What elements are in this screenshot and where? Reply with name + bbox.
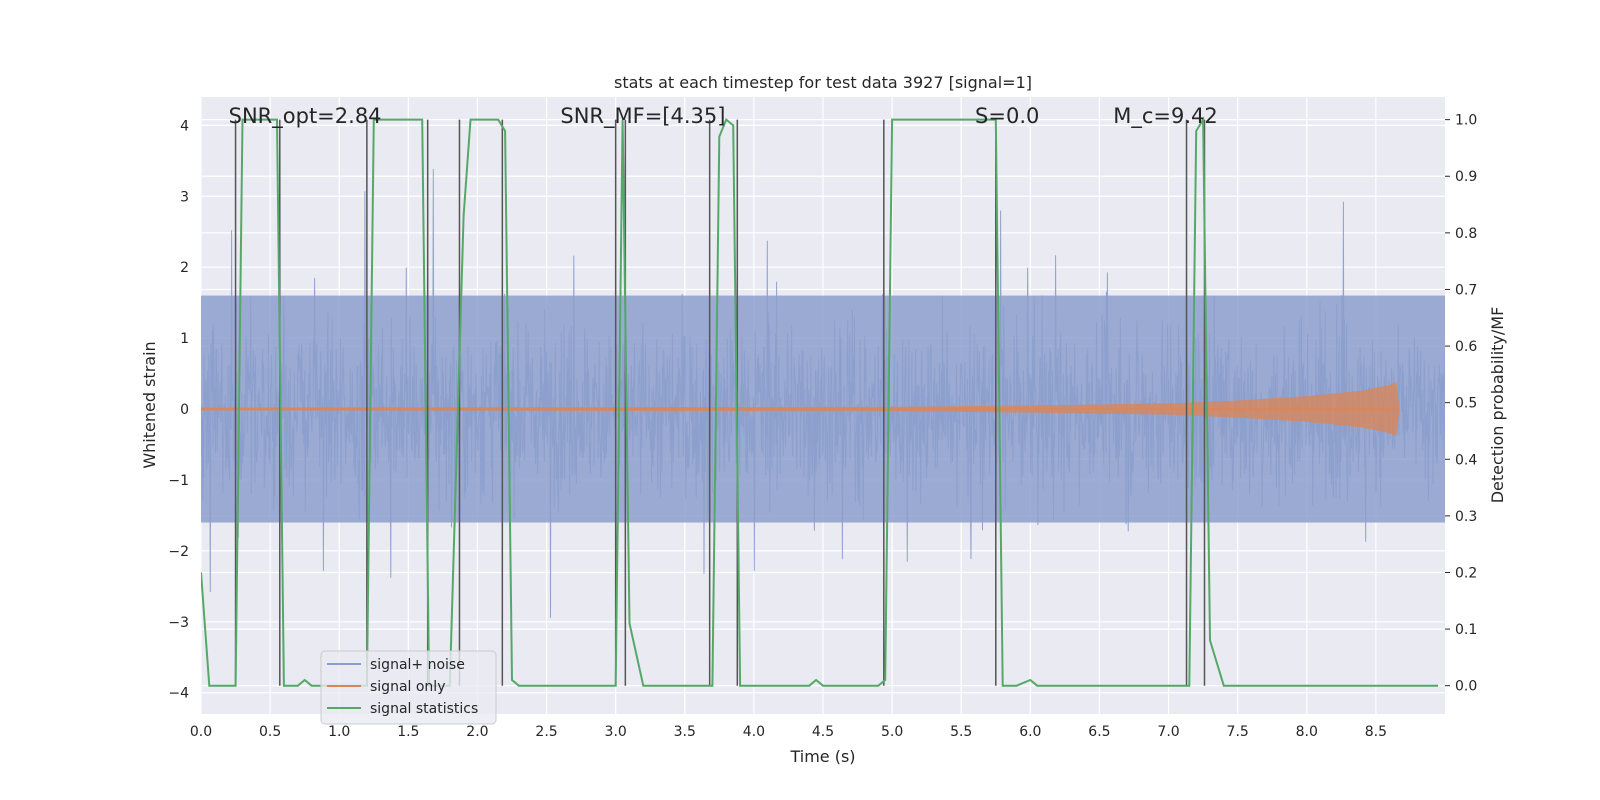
legend-box: [320, 650, 497, 725]
y-right-tick-label: 0.0: [1455, 679, 1477, 695]
y-left-tick-label: 4: [180, 118, 189, 134]
annotations: SNR_opt=2.84 SNR_MF=[4.35] S=0.0 M_c=9.42: [229, 104, 1218, 129]
y-left-tick-label: −2: [168, 544, 189, 560]
data-layer: [201, 116, 1445, 687]
x-tick-label: 1.0: [328, 724, 350, 740]
x-tick-label: 7.5: [1227, 724, 1249, 740]
x-tick-label: 6.0: [1019, 724, 1041, 740]
y-axis-right-label: Detection probability/MF: [1488, 307, 1507, 504]
x-tick-label: 3.5: [674, 724, 696, 740]
annotation-3: M_c=9.42: [1113, 104, 1218, 129]
y-left-tick-label: 0: [180, 402, 189, 418]
x-tick-label: 0.5: [259, 724, 281, 740]
y-right-tick-label: 0.1: [1455, 622, 1477, 638]
x-tick-label: 0.0: [190, 724, 212, 740]
x-tick-label: 2.5: [535, 724, 557, 740]
x-tick-label: 5.5: [950, 724, 972, 740]
x-tick-label: 8.5: [1365, 724, 1387, 740]
noise-line: [201, 168, 1445, 618]
x-tick-label: 1.5: [397, 724, 419, 740]
y-right-tick-label: 1.0: [1455, 113, 1477, 129]
y-right-tick-label: 0.2: [1455, 565, 1477, 581]
legend-label-signal-plus-noise: signal+ noise: [370, 657, 465, 673]
y-left-tick-label: 3: [180, 189, 189, 205]
y-right-tick-label: 0.6: [1455, 339, 1477, 355]
x-axis-ticks: 0.0 0.5 1.0 1.5 2.0 2.5 3.0 3.5 4.0 4.5 5.0 5.5 6.0 6…: [190, 724, 1387, 740]
annotation-1: SNR_MF=[4.35]: [560, 104, 725, 129]
legend-label-signal-statistics: signal statistics: [370, 701, 478, 717]
y-axis-right-ticks: 0.0 0.1 0.2 0.3 0.4 0.5 0.6 0.7 0.8 0.9 1.0: [1445, 113, 1477, 695]
series-signal-statistics: [201, 116, 1439, 687]
y-axis-left-ticks: −4 −3 −2 −1 0 1 2 3 4: [168, 118, 189, 701]
y-axis-left-label: Whitened strain: [140, 341, 159, 468]
y-left-tick-label: −1: [168, 473, 189, 489]
y-left-tick-label: 1: [180, 331, 189, 347]
statistics-line: [201, 116, 1439, 687]
y-right-tick-label: 0.4: [1455, 452, 1477, 468]
annotation-2: S=0.0: [975, 104, 1039, 128]
x-tick-label: 7.0: [1157, 724, 1179, 740]
x-axis-label: Time (s): [789, 747, 855, 766]
y-left-tick-label: −4: [168, 686, 189, 702]
y-right-tick-label: 0.9: [1455, 169, 1477, 185]
x-tick-label: 4.0: [743, 724, 765, 740]
legend-label-signal-only: signal only: [370, 679, 445, 695]
x-tick-label: 5.0: [881, 724, 903, 740]
x-tick-label: 3.0: [605, 724, 627, 740]
annotation-0: SNR_opt=2.84: [229, 104, 382, 129]
series-signal-only: [201, 382, 1400, 436]
x-tick-label: 2.0: [466, 724, 488, 740]
y-right-tick-label: 0.3: [1455, 509, 1477, 525]
y-left-tick-label: 2: [180, 260, 189, 276]
legend: signal+ noise signal only signal statist…: [320, 650, 497, 725]
y-right-tick-label: 0.7: [1455, 282, 1477, 298]
x-tick-label: 4.5: [812, 724, 834, 740]
y-right-tick-label: 0.8: [1455, 226, 1477, 242]
y-right-tick-label: 0.5: [1455, 396, 1477, 412]
x-tick-label: 8.0: [1296, 724, 1318, 740]
x-tick-label: 6.5: [1088, 724, 1110, 740]
y-left-tick-label: −3: [168, 615, 189, 631]
chart-title: stats at each timestep for test data 392…: [614, 73, 1032, 92]
